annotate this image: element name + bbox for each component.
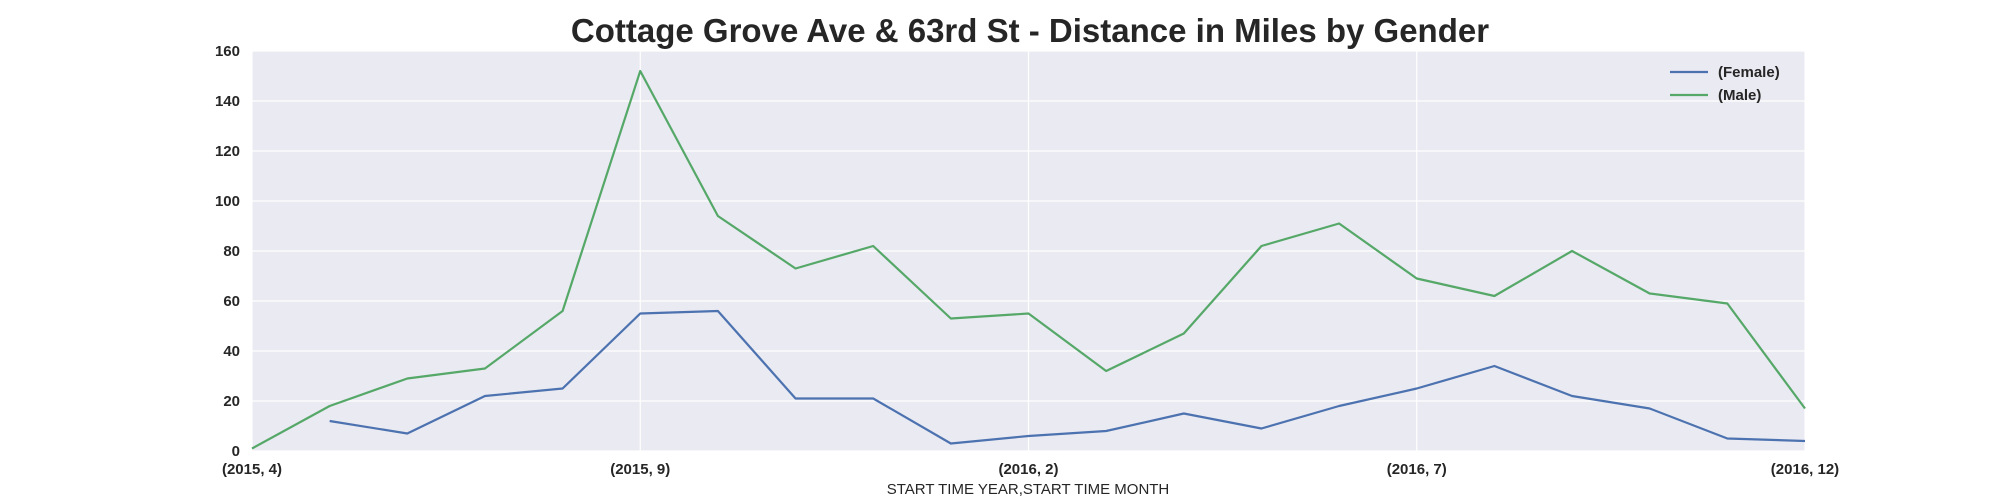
y-axis-ticks: 0 20 40 60 80 100 120 140 160 xyxy=(215,43,240,460)
x-axis-label: START TIME YEAR,START TIME MONTH xyxy=(887,481,1170,498)
x-tick-label: (2015, 9) xyxy=(610,461,670,478)
series-lines xyxy=(251,69,1806,450)
y-tick-label: 140 xyxy=(215,93,240,110)
y-tick-label: 160 xyxy=(215,43,240,60)
x-axis-ticks: (2015, 4) (2015, 9) (2016, 2) (2016, 7) (201… xyxy=(222,461,1839,478)
x-tick-label: (2016, 2) xyxy=(998,461,1058,478)
grid-lines xyxy=(251,50,1806,452)
legend: (Female) (Male) xyxy=(1670,64,1780,104)
legend-label: (Male) xyxy=(1718,87,1761,104)
legend-label: (Female) xyxy=(1718,64,1780,81)
series-line xyxy=(251,69,1806,450)
chart-title: Cottage Grove Ave & 63rd St - Distance i… xyxy=(571,12,1489,49)
y-tick-label: 80 xyxy=(223,243,240,260)
y-tick-label: 120 xyxy=(215,143,240,160)
x-tick-label: (2016, 12) xyxy=(1771,461,1839,478)
y-tick-label: 40 xyxy=(223,343,240,360)
x-tick-label: (2016, 7) xyxy=(1387,461,1447,478)
y-tick-label: 0 xyxy=(232,443,240,460)
y-tick-label: 60 xyxy=(223,293,240,310)
y-tick-label: 20 xyxy=(223,393,240,410)
series-line xyxy=(329,309,1806,445)
x-tick-label: (2015, 4) xyxy=(222,461,282,478)
y-tick-label: 100 xyxy=(215,193,240,210)
